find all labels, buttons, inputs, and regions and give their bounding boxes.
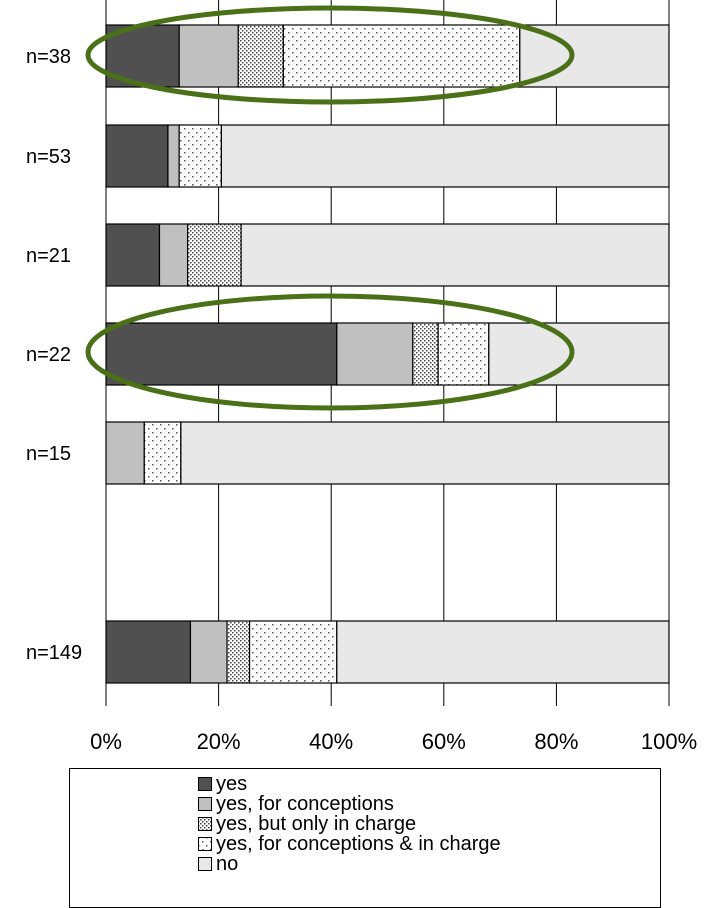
- legend-swatch-yes-conceptions-and-in-charge: [198, 837, 212, 851]
- bar-segment-0: [105, 322, 338, 386]
- bar-segment-2: [237, 24, 284, 88]
- legend-label: yes, for conceptions: [216, 793, 394, 815]
- legend-label: no: [216, 853, 239, 875]
- bar-segment-1: [336, 322, 414, 386]
- legend-item-yes: yes: [198, 774, 501, 794]
- legend-item-yes-for-conceptions: yes, for conceptions: [198, 794, 501, 814]
- category-label: n=21: [26, 245, 71, 267]
- category-label: n=53: [26, 146, 71, 168]
- legend: yes yes, for conceptions yes, but only i…: [69, 768, 661, 908]
- bar-segment-4: [240, 223, 670, 287]
- legend-item-yes-only-in-charge: yes, but only in charge: [198, 814, 501, 834]
- bar-segment-0: [105, 223, 161, 287]
- category-label: n=15: [26, 443, 71, 465]
- x-tick-labels: 0% 20% 40% 60% 80% 100%: [90, 729, 697, 754]
- legend-swatch-yes-for-conceptions: [198, 797, 212, 811]
- legend-item-yes-conceptions-and-in-charge: yes, for conceptions & in charge: [198, 834, 501, 854]
- bar-segment-2: [187, 223, 242, 287]
- bar-segment-4: [336, 620, 670, 684]
- x-tick-label: 0%: [90, 729, 122, 754]
- bar-segment-2: [412, 322, 439, 386]
- legend-label: yes: [216, 773, 248, 795]
- bar-segment-1: [105, 421, 145, 485]
- bar-segment-1: [178, 24, 239, 88]
- bar-segment-3: [437, 322, 490, 386]
- bars: [105, 24, 670, 684]
- legend-label: yes, but only in charge: [216, 813, 417, 835]
- bar-segment-3: [178, 124, 223, 188]
- bar-segment-4: [488, 322, 670, 386]
- highlight-ellipse: [85, 293, 575, 411]
- bar-segment-2: [226, 620, 251, 684]
- highlight-ellipse: [85, 5, 575, 105]
- x-tick-label: 80%: [534, 729, 578, 754]
- bar-segment-0: [105, 124, 169, 188]
- x-tick-label: 60%: [422, 729, 466, 754]
- bar-segment-1: [167, 124, 180, 188]
- bar-segment-1: [189, 620, 228, 684]
- bar-segment-3: [282, 24, 521, 88]
- highlight-ellipses: [85, 5, 575, 411]
- x-tick-label: 20%: [197, 729, 241, 754]
- category-label: n=149: [26, 642, 82, 664]
- legend-swatch-yes: [198, 777, 212, 791]
- x-tick-label: 100%: [641, 729, 697, 754]
- category-labels: n=38 n=53 n=21 n=22 n=15 n=149: [26, 46, 82, 664]
- category-label: n=38: [26, 46, 71, 68]
- bar-segment-1: [158, 223, 189, 287]
- bar-segment-3: [143, 421, 182, 485]
- bar-segment-3: [248, 620, 338, 684]
- bar-segment-4: [180, 421, 670, 485]
- legend-list: yes yes, for conceptions yes, but only i…: [198, 774, 501, 874]
- x-tick-label: 40%: [309, 729, 353, 754]
- legend-item-no: no: [198, 854, 501, 874]
- stacked-bar-chart: n=38 n=53 n=21 n=22 n=15 n=149 0% 20% 40% 60% 80%…: [26, 0, 697, 754]
- legend-swatch-no: [198, 857, 212, 871]
- bar-segment-4: [220, 124, 670, 188]
- bar-segment-0: [105, 620, 192, 684]
- category-label: n=22: [26, 344, 71, 366]
- legend-swatch-yes-only-in-charge: [198, 817, 212, 831]
- legend-label: yes, for conceptions & in charge: [216, 833, 501, 855]
